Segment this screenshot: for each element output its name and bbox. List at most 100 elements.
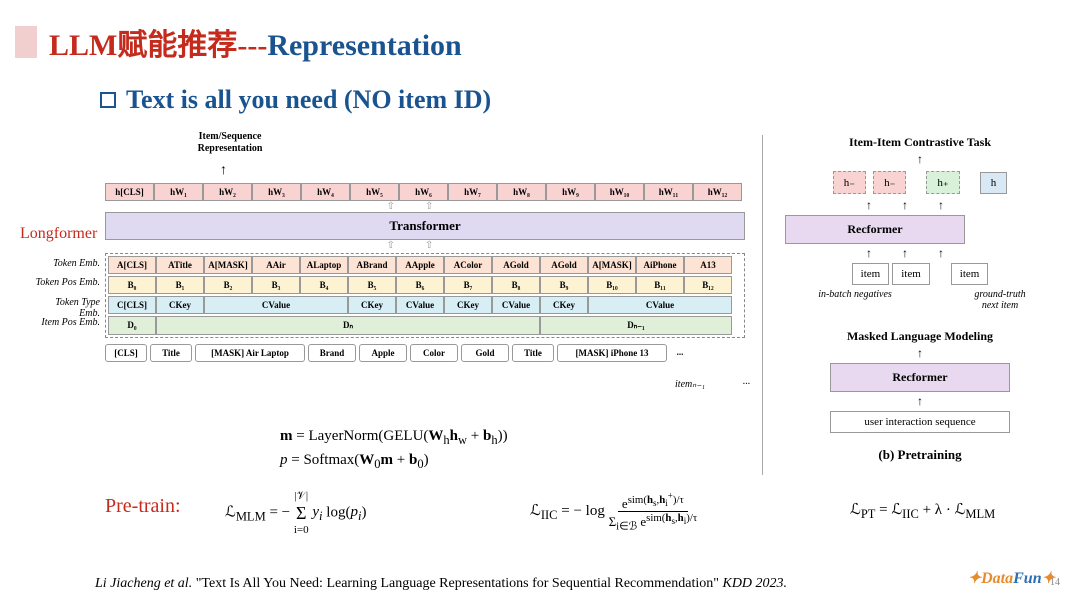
pretrain-label: Pre-train: xyxy=(105,495,181,518)
b-cell: B₈ xyxy=(492,276,540,294)
formula-iic: ℒIIC = − log esim(hs,hi+)/τΣi∈ℬ esim(hs,… xyxy=(530,490,697,533)
up-arrows-icon: ⇧⇧ xyxy=(105,240,745,251)
h-box: h xyxy=(980,172,1008,194)
a-cell: AGold xyxy=(540,256,588,274)
subtitle-row: Text is all you need (NO item ID) xyxy=(100,85,491,115)
recformer-box: Recformer xyxy=(785,215,965,244)
h-pos-box: h₊ xyxy=(926,171,959,194)
b-cell: B₃ xyxy=(252,276,300,294)
citation-title: "Text Is All You Need: Learning Language… xyxy=(196,576,719,591)
title-accent-block xyxy=(15,26,37,58)
recformer-box: Recformer xyxy=(830,363,1010,392)
h-cell: hW₆ xyxy=(399,183,448,201)
item-labels-row: in-batch negatives ground-truthnext item xyxy=(775,289,1065,311)
input-cell: Color xyxy=(410,344,458,362)
c-cell: CValue xyxy=(204,296,348,314)
formula-pt: ℒPT = ℒIIC + λ · ℒMLM xyxy=(850,500,995,522)
a-cell: ATitle xyxy=(156,256,204,274)
input-cell: Title xyxy=(512,344,554,362)
h-neg-box: h₋ xyxy=(873,171,906,194)
longformer-label: Longformer xyxy=(20,225,97,243)
row-label: Token Type Emb. xyxy=(35,297,100,319)
a-cell: A[CLS] xyxy=(108,256,156,274)
a-cell: ABrand xyxy=(348,256,396,274)
input-cell: Apple xyxy=(359,344,407,362)
input-tokens-row: [CLS] Title [MASK] Air Laptop Brand Appl… xyxy=(105,344,745,362)
dots-label: ··· xyxy=(743,379,751,390)
h-cell: hW₁₁ xyxy=(644,183,693,201)
a-cell: AiPhone xyxy=(636,256,684,274)
b-cell: B₆ xyxy=(396,276,444,294)
d-cell: Dₙ xyxy=(156,316,540,335)
c-cell: CKey xyxy=(348,296,396,314)
embedding-stack: Token Emb. A[CLS] ATitle A[MASK] AAir AL… xyxy=(105,253,745,338)
item-box: item xyxy=(852,263,890,285)
b-cell: B₄ xyxy=(300,276,348,294)
row-label: Item Pos Emb. xyxy=(35,317,100,328)
token-emb-row: A[CLS] ATitle A[MASK] AAir ALaptop ABran… xyxy=(108,256,742,274)
input-cell: Brand xyxy=(308,344,356,362)
item-box: item xyxy=(951,263,989,285)
b-cell: B₀ xyxy=(108,276,156,294)
h-cell: hW₈ xyxy=(497,183,546,201)
architecture-diagram: Item/SequenceRepresentation ↑ h[CLS] hW₁… xyxy=(105,135,745,362)
arrows-up-icon: ↑↑↑ xyxy=(775,198,1065,213)
a-cell: AApple xyxy=(396,256,444,274)
h-cell: hW₃ xyxy=(252,183,301,201)
datafun-logo: ✦DataFun✦ xyxy=(968,568,1055,588)
arrow-up-icon: ↑ xyxy=(775,346,1065,361)
slide-title: LLM赋能推荐---Representation xyxy=(49,20,462,64)
d-cell: Dₙ₋₁ xyxy=(540,316,732,335)
user-seq-box: user interaction sequence xyxy=(830,411,1010,433)
a-cell: A13 xyxy=(684,256,732,274)
h-neg-box: h₋ xyxy=(833,171,866,194)
item-box: item xyxy=(892,263,930,285)
h-embedding-row: h[CLS] hW₁ hW₂ hW₃ hW₄ hW₅ hW₆ hW₇ hW₈ h… xyxy=(105,183,745,201)
citation: Li Jiacheng et al. "Text Is All You Need… xyxy=(95,575,795,593)
in-batch-label: in-batch negatives xyxy=(800,289,910,311)
token-type-row: C[CLS] CKey CValue CKey CValue CKey CVal… xyxy=(108,296,742,314)
arrow-up-icon: ↑ xyxy=(775,152,1065,167)
citation-author: Li Jiacheng et al. xyxy=(95,576,192,591)
bullet-icon xyxy=(100,92,116,108)
arrow-up-icon: ↑ xyxy=(220,163,227,179)
h-cell: hW₅ xyxy=(350,183,399,201)
input-cell: ... xyxy=(670,344,690,362)
input-cell: [MASK] iPhone 13 xyxy=(557,344,667,362)
input-cell: [MASK] Air Laptop xyxy=(195,344,305,362)
input-cell: Gold xyxy=(461,344,509,362)
row-label: Token Pos Emb. xyxy=(35,277,100,288)
repr-label: Item/SequenceRepresentation xyxy=(180,131,280,155)
h-cell: hW₄ xyxy=(301,183,350,201)
c-cell: CValue xyxy=(396,296,444,314)
d-cell: D₀ xyxy=(108,316,156,335)
a-cell: AGold xyxy=(492,256,540,274)
a-cell: A[MASK] xyxy=(588,256,636,274)
item-boxes-row: item item item xyxy=(775,263,1065,285)
a-cell: AAir xyxy=(252,256,300,274)
item-n1-label: itemₙ₋₁ xyxy=(675,379,705,390)
h-cell: hW₁ xyxy=(154,183,203,201)
b-cell: B₁₀ xyxy=(588,276,636,294)
subtitle-text: Text is all you need (NO item ID) xyxy=(126,85,491,115)
c-cell: CValue xyxy=(492,296,540,314)
page-number: 14 xyxy=(1050,577,1060,588)
h-cell: hW₂ xyxy=(203,183,252,201)
contrastive-title: Item-Item Contrastive Task xyxy=(775,135,1065,150)
up-arrows-icon: ⇧⇧ xyxy=(105,201,745,212)
a-cell: A[MASK] xyxy=(204,256,252,274)
input-cell: [CLS] xyxy=(105,344,147,362)
h-cell: hW₁₂ xyxy=(693,183,742,201)
b-cell: B₉ xyxy=(540,276,588,294)
item-pos-row: D₀ Dₙ Dₙ₋₁ xyxy=(108,316,742,335)
c-cell: CKey xyxy=(540,296,588,314)
c-cell: CValue xyxy=(588,296,732,314)
h-boxes-row: h₋ h₋ h₊ h xyxy=(775,169,1065,196)
input-cell: Title xyxy=(150,344,192,362)
b-cell: B₇ xyxy=(444,276,492,294)
row-label: Token Emb. xyxy=(35,258,100,269)
mlm-title: Masked Language Modeling xyxy=(775,329,1065,344)
c-cell: CKey xyxy=(444,296,492,314)
b-cell: B₂ xyxy=(204,276,252,294)
b-cell: B₁₁ xyxy=(636,276,684,294)
